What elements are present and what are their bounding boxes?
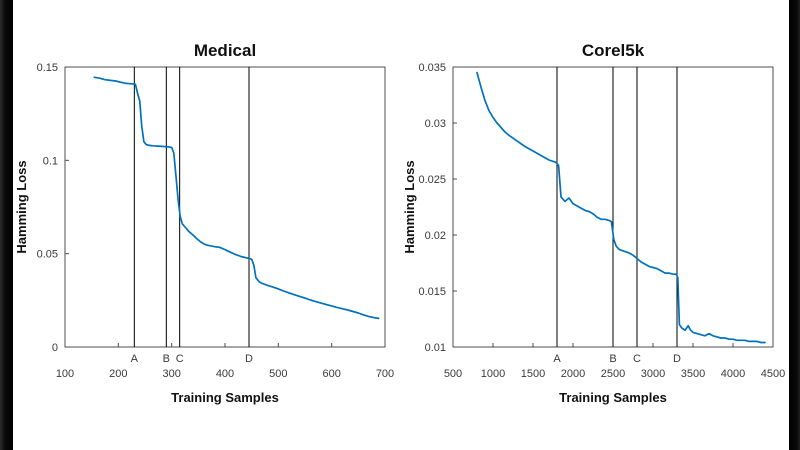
stage-marker-label: A bbox=[553, 353, 561, 365]
stage-marker-label: B bbox=[609, 353, 616, 365]
x-tick-label: 3000 bbox=[641, 368, 665, 380]
corel5k-chart-figure: 500 1000 1500 2000 2500 3000 3500 4000 4500 0.01 0… bbox=[401, 37, 789, 414]
right-letterbox-bar bbox=[789, 0, 800, 450]
hamming-loss-curve bbox=[476, 71, 766, 343]
x-tick-label: 1500 bbox=[521, 368, 545, 380]
y-tick-label: 0.015 bbox=[418, 286, 446, 298]
x-tick-label: 600 bbox=[322, 368, 340, 380]
charts-container: 100 200 300 400 500 600 700 0 0.05 0.1 0.15 A B C D Med… bbox=[13, 0, 789, 450]
y-tick-label: 0.1 bbox=[43, 155, 58, 167]
x-tick-label: 2000 bbox=[561, 368, 585, 380]
stage-marker-label: B bbox=[163, 353, 170, 365]
y-tick-label: 0.02 bbox=[425, 230, 446, 242]
stage-marker-label: A bbox=[131, 353, 139, 365]
y-tick-label: 0.035 bbox=[418, 62, 446, 74]
medical-chart-figure: 100 200 300 400 500 600 700 0 0.05 0.1 0.15 A B C D Med… bbox=[13, 37, 401, 414]
y-tick-label: 0 bbox=[52, 342, 58, 354]
x-tick-label: 500 bbox=[269, 368, 287, 380]
axes-box bbox=[64, 66, 386, 347]
x-tick-label: 500 bbox=[444, 368, 462, 380]
y-tick-label: 0.01 bbox=[425, 342, 446, 354]
x-tick-label: 4500 bbox=[761, 368, 785, 380]
corel5k-chart: 500 1000 1500 2000 2500 3000 3500 4000 4500 0.01 0… bbox=[402, 41, 785, 405]
y-tick-label: 0.03 bbox=[425, 118, 446, 130]
chart-title: Corel5k bbox=[582, 41, 645, 60]
stage-marker-label: C bbox=[633, 353, 641, 365]
stage-marker-label: D bbox=[245, 353, 253, 365]
hamming-loss-curve bbox=[93, 75, 380, 319]
chart-title: Medical bbox=[194, 41, 256, 60]
x-tick-label: 4000 bbox=[721, 368, 745, 380]
medical-chart: 100 200 300 400 500 600 700 0 0.05 0.1 0.15 A B C D Med… bbox=[14, 41, 394, 405]
stage-marker-label: C bbox=[176, 353, 184, 365]
x-tick-label: 3500 bbox=[681, 368, 705, 380]
x-tick-label: 2500 bbox=[601, 368, 625, 380]
x-tick-label: 1000 bbox=[481, 368, 505, 380]
x-axis-label: Training Samples bbox=[559, 390, 667, 405]
y-axis-label: Hamming Loss bbox=[14, 160, 29, 253]
x-tick-label: 100 bbox=[56, 368, 74, 380]
y-tick-label: 0.025 bbox=[418, 174, 446, 186]
x-tick-label: 400 bbox=[216, 368, 234, 380]
y-tick-label: 0.15 bbox=[37, 62, 58, 74]
x-axis-label: Training Samples bbox=[171, 390, 279, 405]
y-axis-label: Hamming Loss bbox=[402, 160, 417, 253]
stage-marker-label: D bbox=[673, 353, 681, 365]
left-letterbox-bar bbox=[0, 0, 13, 450]
x-tick-label: 700 bbox=[376, 368, 394, 380]
x-tick-label: 300 bbox=[162, 368, 180, 380]
x-tick-label: 200 bbox=[109, 368, 127, 380]
y-tick-label: 0.05 bbox=[37, 248, 58, 260]
